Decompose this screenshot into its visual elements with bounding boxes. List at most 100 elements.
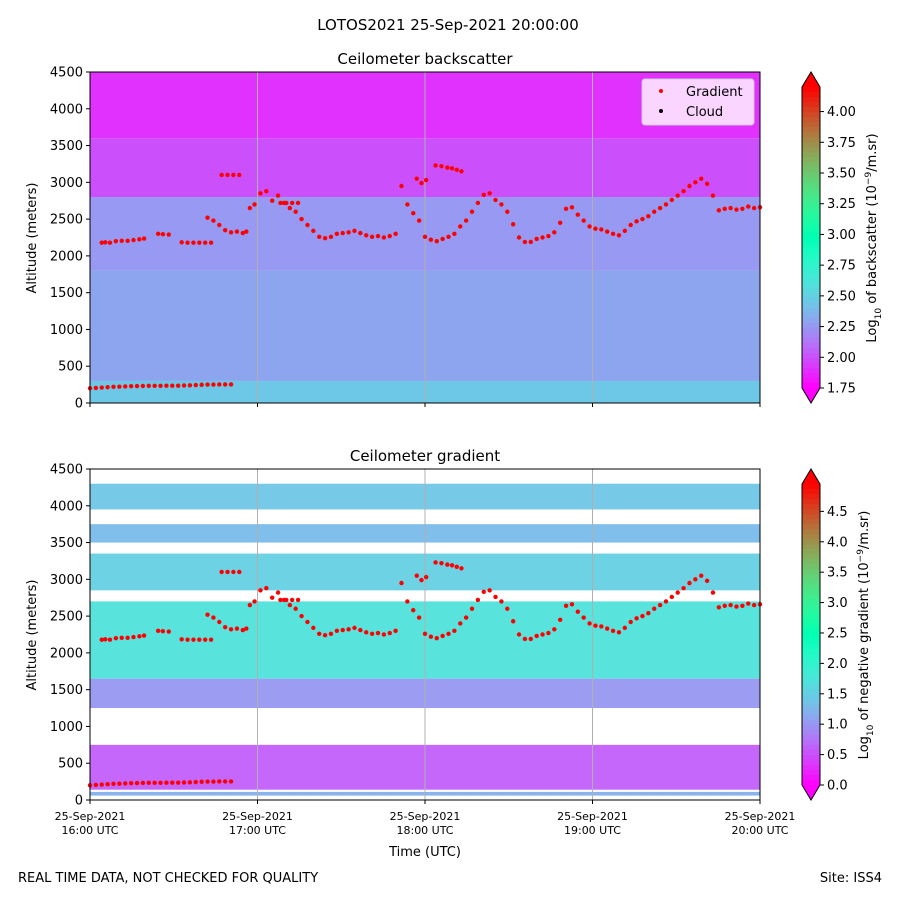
colorbar-segment xyxy=(802,107,820,113)
colorbar-extend-min xyxy=(802,388,820,403)
gradient-point xyxy=(128,384,134,389)
y-tick-label: 4000 xyxy=(50,102,83,117)
gradient-point xyxy=(652,606,657,611)
colorbar-segment xyxy=(802,629,820,636)
gradient-point xyxy=(199,779,204,784)
gradient-point xyxy=(604,229,610,234)
gradient-point xyxy=(170,780,175,785)
gradient-point xyxy=(225,569,230,575)
gradient-point xyxy=(134,780,140,786)
gradient-point xyxy=(669,197,675,203)
gradient-point xyxy=(103,637,108,642)
colorbar-extend-max xyxy=(802,72,820,87)
colorbar-segment xyxy=(802,197,820,203)
colorbar-segment xyxy=(802,352,820,359)
gradient-point xyxy=(247,205,253,211)
y-tick-label: 1500 xyxy=(50,286,83,301)
gradient-point xyxy=(528,636,533,642)
gradient-point xyxy=(552,627,557,632)
gradient-point xyxy=(222,624,228,630)
gradient-point xyxy=(141,633,147,638)
colorbar-segment xyxy=(802,252,820,259)
gradient-point xyxy=(284,200,289,206)
gradient-point xyxy=(433,560,438,565)
gradient-point xyxy=(563,206,569,212)
gradient-point xyxy=(269,198,275,203)
colorbar-segment xyxy=(802,122,820,128)
gradient-point xyxy=(487,588,492,593)
x-tick-date-label: 25-Sep-2021 xyxy=(55,810,126,823)
y-tick-label: 2500 xyxy=(50,213,83,228)
gradient-point xyxy=(160,628,166,634)
colorbar-segment xyxy=(802,187,820,193)
gradient-point xyxy=(722,206,727,212)
gradient-point xyxy=(225,172,230,178)
gradient-point xyxy=(113,238,119,244)
colorbar-tick-label: 2.0 xyxy=(827,657,848,672)
colorbar-segment xyxy=(802,152,820,158)
gradient-point xyxy=(228,627,234,632)
gradient-point xyxy=(563,603,569,609)
gradient-point xyxy=(125,635,130,641)
gradient-point xyxy=(131,634,136,640)
gradient-point xyxy=(311,625,316,631)
gradient-point xyxy=(160,231,166,237)
colorbar-segment xyxy=(802,779,820,786)
gradient-point xyxy=(217,779,222,784)
gradient-point xyxy=(746,601,751,606)
gradient-point xyxy=(237,569,242,575)
colorbar-segment xyxy=(802,739,820,746)
colorbar-segment xyxy=(802,654,820,661)
y-tick-label: 3500 xyxy=(50,536,83,551)
gradient-point xyxy=(454,564,459,570)
gradient-point xyxy=(99,385,104,390)
gradient-point xyxy=(152,780,157,786)
colorbar-segment xyxy=(802,157,820,163)
colorbar-extend-min xyxy=(802,785,820,800)
gradient-point xyxy=(622,625,628,631)
gradient-point xyxy=(428,634,434,639)
backscatter-colorbar-label: Log10 of backscatter (10−9/m.sr) xyxy=(864,133,884,342)
gradient-point xyxy=(393,231,398,237)
colorbar-segment xyxy=(802,127,820,133)
colorbar-segment xyxy=(802,594,820,600)
colorbar-segment xyxy=(802,262,820,269)
colorbar-segment xyxy=(802,302,820,309)
gradient-point xyxy=(434,238,439,244)
gradient-point xyxy=(264,188,269,194)
colorbar-tick-label: 2.25 xyxy=(827,320,856,335)
gradient-point xyxy=(158,780,163,785)
colorbar-segment xyxy=(802,499,820,505)
gradient-point xyxy=(534,633,539,639)
colorbar-tick-label: 4.5 xyxy=(827,505,848,520)
gradient-point xyxy=(434,635,439,641)
y-tick-label: 1000 xyxy=(50,720,83,735)
gradient-point xyxy=(446,234,451,239)
gradient-point xyxy=(217,619,222,625)
gradient-point xyxy=(599,227,604,232)
gradient-point xyxy=(728,602,733,608)
gradient-point xyxy=(217,222,222,228)
gradient-point xyxy=(208,240,214,245)
y-tick-label: 500 xyxy=(58,757,83,772)
y-tick-label: 4000 xyxy=(50,499,83,514)
gradient-point xyxy=(137,237,142,242)
gradient-point xyxy=(322,236,328,241)
gradient-point xyxy=(191,637,196,642)
gradient-point xyxy=(740,206,745,212)
gradient-point xyxy=(452,231,457,237)
gradient-point xyxy=(105,384,110,390)
gradient-point xyxy=(311,228,316,234)
gradient-point xyxy=(247,602,253,608)
gradient-point xyxy=(634,616,639,621)
gradient-point xyxy=(593,623,598,628)
colorbar-segment xyxy=(802,759,820,766)
gradient-point xyxy=(634,219,639,224)
colorbar-segment xyxy=(802,649,820,656)
colorbar-segment xyxy=(802,117,820,123)
gradient-point xyxy=(522,636,528,642)
gradient-point xyxy=(652,209,657,214)
gradient-ylabel: Altitude (meters) xyxy=(25,580,40,691)
gradient-point xyxy=(179,637,184,642)
gradient-point xyxy=(117,384,122,389)
